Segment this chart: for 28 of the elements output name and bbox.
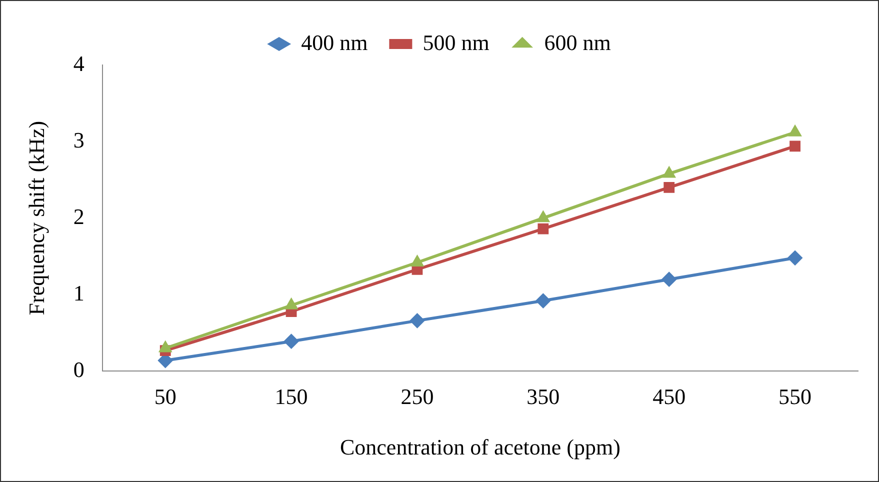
point <box>788 250 803 266</box>
point <box>662 166 676 178</box>
point <box>410 313 425 328</box>
x-tick-label: 50 <box>154 384 176 410</box>
point <box>536 210 550 222</box>
point <box>664 182 675 193</box>
x-tick-label: 350 <box>526 384 560 410</box>
x-tick-label: 250 <box>400 384 434 410</box>
point <box>790 140 800 152</box>
x-tick-label: 550 <box>778 384 812 410</box>
point <box>410 255 424 266</box>
y-tick-label: 0 <box>73 356 84 382</box>
point <box>788 124 802 136</box>
point <box>536 293 551 308</box>
point <box>284 334 299 349</box>
legend-label: 500 nm <box>422 30 490 55</box>
legend-label: 400 nm <box>301 30 368 55</box>
y-tick-label: 4 <box>73 50 84 76</box>
y-tick-label: 1 <box>73 280 84 306</box>
point <box>538 223 549 234</box>
point <box>662 272 677 287</box>
x-tick-label: 450 <box>652 384 686 410</box>
x-axis-title: Concentration of acetone (ppm) <box>340 434 620 460</box>
y-axis-title: Frequency shift (kHz) <box>24 120 49 316</box>
legend-label: 600 nm <box>544 30 611 55</box>
x-tick-label: 150 <box>274 384 308 410</box>
y-tick-label: 3 <box>73 127 84 152</box>
y-tick-label: 2 <box>73 204 84 229</box>
